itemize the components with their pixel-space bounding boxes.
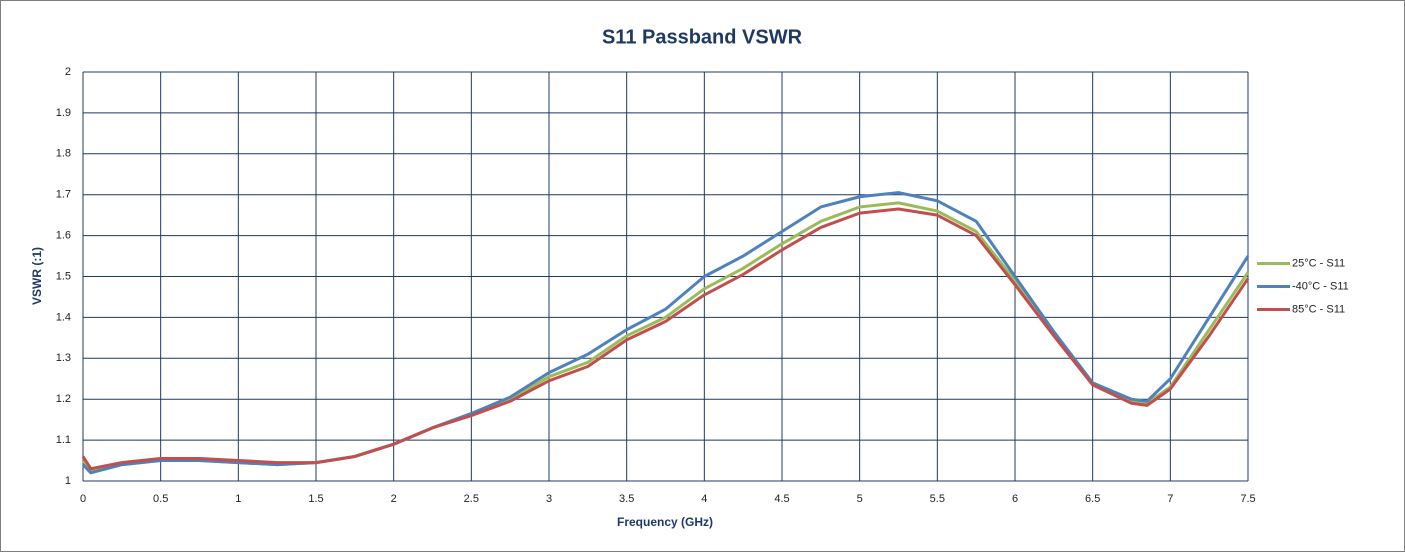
x-tick-label: 7 — [1167, 493, 1173, 505]
y-tick-label: 1 — [65, 475, 71, 487]
y-tick-label: 1.6 — [56, 230, 71, 242]
x-tick-label: 0 — [80, 493, 86, 505]
x-tick-label: 4.5 — [774, 493, 789, 505]
x-tick-label: 2.5 — [464, 493, 479, 505]
y-axis-label: VSWR (:1) — [30, 247, 44, 305]
x-tick-label: 3 — [546, 493, 552, 505]
x-tick-label: 1.5 — [308, 493, 323, 505]
series-line — [81, 207, 1250, 471]
y-tick-label: 1.3 — [56, 352, 71, 364]
legend-label: 25°C - S11 — [1292, 257, 1345, 269]
x-tick-label: 4 — [701, 493, 707, 505]
y-tick-label: 1.5 — [56, 270, 71, 282]
x-tick-label: 3.5 — [619, 493, 634, 505]
x-tick-label: 2 — [391, 493, 397, 505]
x-tick-label: 5 — [857, 493, 863, 505]
x-tick-label: 1 — [235, 493, 241, 505]
y-tick-label: 1.4 — [56, 311, 71, 323]
x-tick-label: 6 — [1012, 493, 1018, 505]
chart-title: S11 Passband VSWR — [602, 26, 803, 48]
y-tick-label: 1.2 — [56, 393, 71, 405]
legend-label: -40°C - S11 — [1292, 280, 1349, 292]
y-tick-label: 1.9 — [56, 107, 71, 119]
y-tick-label: 1.7 — [56, 189, 71, 201]
x-tick-label: 6.5 — [1085, 493, 1100, 505]
y-tick-label: 1.1 — [56, 434, 71, 446]
legend-label: 85°C - S11 — [1292, 303, 1345, 315]
x-tick-label: 7.5 — [1240, 493, 1255, 505]
series-line — [81, 191, 1250, 475]
y-tick-label: 2 — [65, 66, 71, 78]
x-tick-label: 5.5 — [930, 493, 945, 505]
x-tick-label: 0.5 — [153, 493, 168, 505]
x-axis-label: Frequency (GHz) — [617, 515, 713, 529]
y-tick-label: 1.8 — [56, 148, 71, 160]
